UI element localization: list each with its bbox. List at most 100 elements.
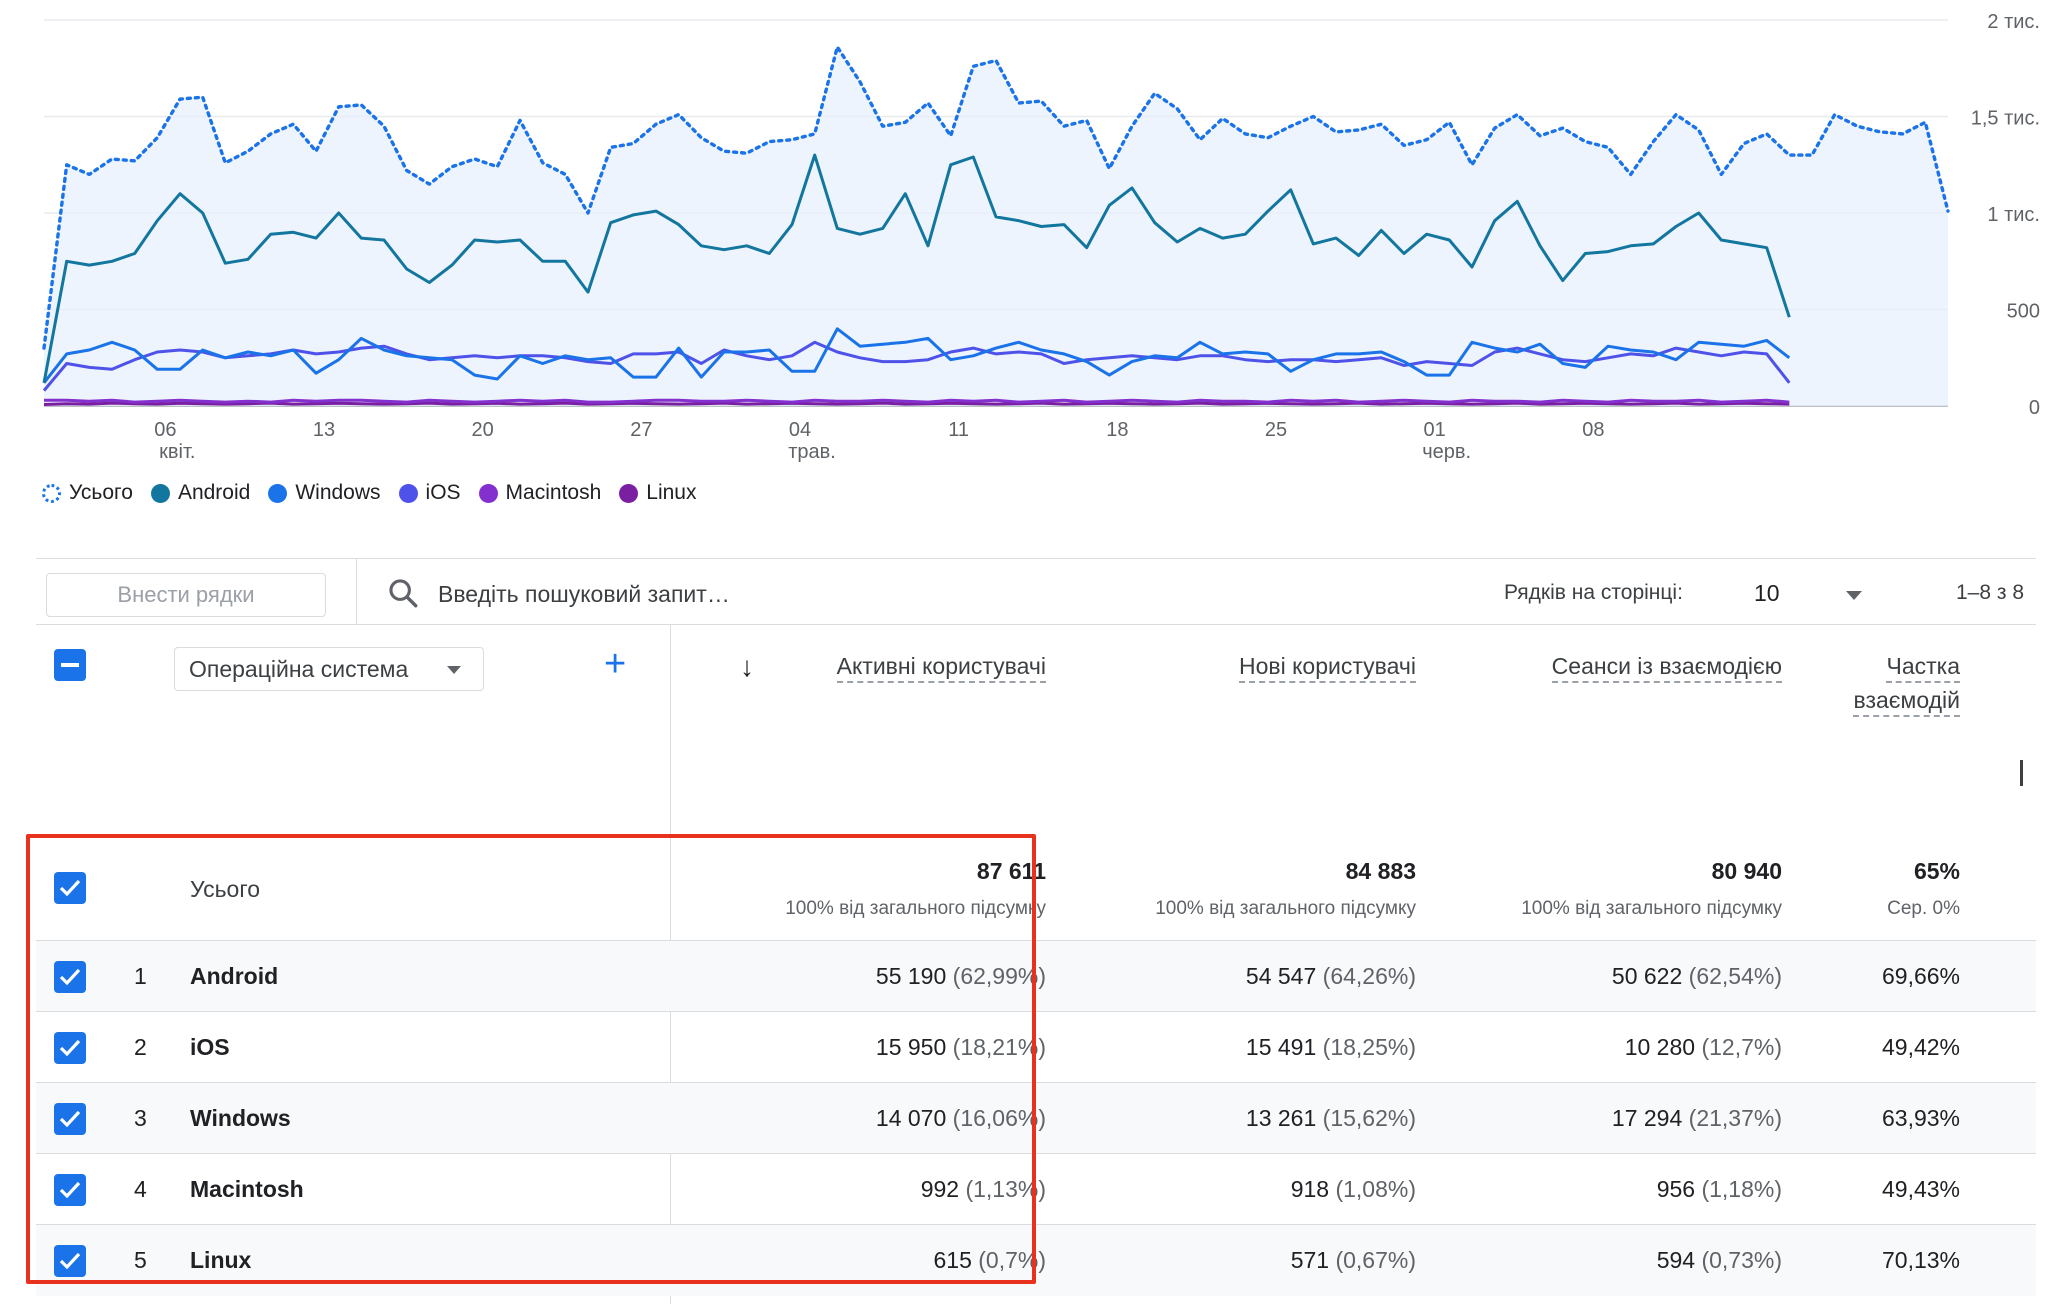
totals-new-users: 84 883 <box>1345 858 1416 884</box>
row-checkbox[interactable] <box>54 1174 86 1206</box>
legend-dot-macintosh-icon <box>478 483 498 503</box>
legend-label: Усього <box>69 481 133 504</box>
row-active-users: 992 (1,13%) <box>920 1176 1046 1202</box>
legend-dot-total-icon <box>42 483 61 503</box>
column-header-active-users[interactable]: Активні користувачі <box>776 649 1046 683</box>
row-new-users: 571 (0,67%) <box>1290 1247 1416 1273</box>
row-os-name[interactable]: Linux <box>190 1247 252 1273</box>
series-line-android <box>42 153 1791 384</box>
chart-legend: Усього Android Windows iOS Macintosh Lin… <box>42 481 696 505</box>
y-tick-label: 0 <box>2029 397 2040 419</box>
dimension-select[interactable]: Операційна система <box>174 647 484 691</box>
row-checkbox[interactable] <box>54 1103 86 1135</box>
y-tick-label: 1,5 тис. <box>1971 108 2040 130</box>
row-engaged-sessions: 17 294 (21,37%) <box>1611 1105 1782 1131</box>
row-checkbox[interactable] <box>54 961 86 993</box>
legend-item-android[interactable]: Android <box>150 481 251 505</box>
x-tick-month-label: трав. <box>788 441 836 463</box>
select-all-checkbox[interactable] <box>54 649 86 681</box>
table-row[interactable]: 3 Windows 14 070 (16,06%) 13 261 (15,62%… <box>36 1082 2036 1154</box>
rows-per-page-select[interactable]: 10 <box>1754 580 1780 606</box>
legend-label: iOS <box>425 481 461 504</box>
legend-item-linux[interactable]: Linux <box>619 481 696 505</box>
row-engagement-rate: 49,43% <box>1881 1176 1960 1202</box>
table-row[interactable]: 5 Linux 615 (0,7%) 571 (0,67%) 594 (0,73… <box>36 1224 2036 1296</box>
series-line-linux <box>43 401 1790 406</box>
search-input[interactable] <box>436 573 940 615</box>
y-tick-label: 500 <box>2007 301 2040 323</box>
dimension-label: Операційна система <box>189 655 409 682</box>
row-engaged-sessions: 10 280 (12,7%) <box>1624 1034 1782 1060</box>
x-tick-label: 27 <box>630 419 652 441</box>
sort-desc-icon[interactable]: ↓ <box>740 651 754 682</box>
row-checkbox[interactable] <box>54 1245 86 1277</box>
legend-label: Windows <box>295 481 381 504</box>
row-engagement-rate: 70,13% <box>1881 1247 1960 1273</box>
add-rows-button[interactable]: Внести рядки <box>46 573 326 617</box>
legend-label: Linux <box>646 481 697 504</box>
row-new-users: 918 (1,08%) <box>1290 1176 1416 1202</box>
chevron-down-icon[interactable] <box>1846 591 1862 600</box>
table-row[interactable]: 2 iOS 15 950 (18,21%) 15 491 (18,25%) 10… <box>36 1011 2036 1083</box>
legend-label: Android <box>177 481 251 504</box>
x-tick-label: 18 <box>1106 419 1128 441</box>
row-index: 1 <box>134 963 147 989</box>
totals-engagement-rate: 65% <box>1913 858 1960 884</box>
table-row[interactable]: 1 Android 55 190 (62,99%) 54 547 (64,26%… <box>36 940 2036 1012</box>
totals-active-users-sub: 100% від загального підсумку <box>785 898 1046 919</box>
legend-dot-windows-icon <box>268 483 288 503</box>
legend-item-macintosh[interactable]: Macintosh <box>478 481 601 505</box>
y-tick-label: 2 тис. <box>1987 11 2040 33</box>
search-icon <box>389 579 418 608</box>
column-header-engagement-rate[interactable]: Частка взаємодій <box>1816 649 1960 717</box>
row-new-users: 54 547 (64,26%) <box>1245 963 1416 989</box>
legend-item-total[interactable]: Усього <box>42 481 133 505</box>
scroll-edge-marker <box>2020 760 2023 786</box>
table-row[interactable]: 4 Macintosh 992 (1,13%) 918 (1,08%) 956 … <box>36 1153 2036 1225</box>
legend-item-ios[interactable]: iOS <box>398 481 461 505</box>
row-new-users: 15 491 (18,25%) <box>1245 1034 1416 1060</box>
row-engaged-sessions: 50 622 (62,54%) <box>1611 963 1782 989</box>
totals-checkbox[interactable] <box>54 872 86 904</box>
caret-down-icon <box>447 666 461 674</box>
row-os-name[interactable]: Macintosh <box>190 1176 304 1202</box>
row-index: 3 <box>134 1105 147 1131</box>
totals-engaged-sessions: 80 940 <box>1711 858 1782 884</box>
x-tick-label: 04 <box>789 419 811 441</box>
x-tick-label: 01 <box>1424 419 1446 441</box>
row-engaged-sessions: 594 (0,73%) <box>1656 1247 1782 1273</box>
table-toolbar: Внести рядки Рядків на сторінці: 10 1–8 … <box>36 558 2036 625</box>
row-active-users: 15 950 (18,21%) <box>875 1034 1046 1060</box>
row-os-name[interactable]: Android <box>190 963 279 989</box>
row-os-name[interactable]: Windows <box>190 1105 291 1131</box>
series-line-windows <box>42 327 1791 384</box>
rows-per-page-label: Рядків на сторінці: <box>1504 581 1683 604</box>
pagination-text: 1–8 з 8 <box>1955 581 2024 604</box>
legend-dot-ios-icon <box>398 483 418 503</box>
row-os-name[interactable]: iOS <box>190 1034 230 1060</box>
row-engagement-rate: 63,93% <box>1881 1105 1960 1131</box>
x-tick-label: 25 <box>1265 419 1287 441</box>
x-tick-label: 13 <box>313 419 335 441</box>
x-tick-month-label: черв. <box>1422 441 1471 463</box>
row-engagement-rate: 69,66% <box>1881 963 1960 989</box>
series-line-усього <box>42 45 1950 350</box>
legend-dot-android-icon <box>150 483 170 503</box>
table-header: Операційна система + ↓ Активні користува… <box>36 624 2036 825</box>
row-new-users: 13 261 (15,62%) <box>1245 1105 1416 1131</box>
x-tick-month-label: квіт. <box>159 441 195 463</box>
column-header-engaged-sessions[interactable]: Сеанси із взаємодією <box>1436 649 1782 683</box>
x-tick-label: 08 <box>1582 419 1604 441</box>
column-header-new-users[interactable]: Нові користувачі <box>1136 649 1416 683</box>
totals-new-users-sub: 100% від загального підсумку <box>1155 898 1416 919</box>
row-index: 5 <box>134 1247 147 1273</box>
add-dimension-button[interactable]: + <box>604 643 627 685</box>
legend-dot-linux-icon <box>619 483 639 503</box>
row-checkbox[interactable] <box>54 1032 86 1064</box>
row-active-users: 14 070 (16,06%) <box>875 1105 1046 1131</box>
series-area-total <box>44 47 1948 406</box>
totals-engagement-rate-sub: Сер. 0% <box>1887 898 1960 919</box>
legend-item-windows[interactable]: Windows <box>268 481 381 505</box>
row-active-users: 55 190 (62,99%) <box>875 963 1046 989</box>
